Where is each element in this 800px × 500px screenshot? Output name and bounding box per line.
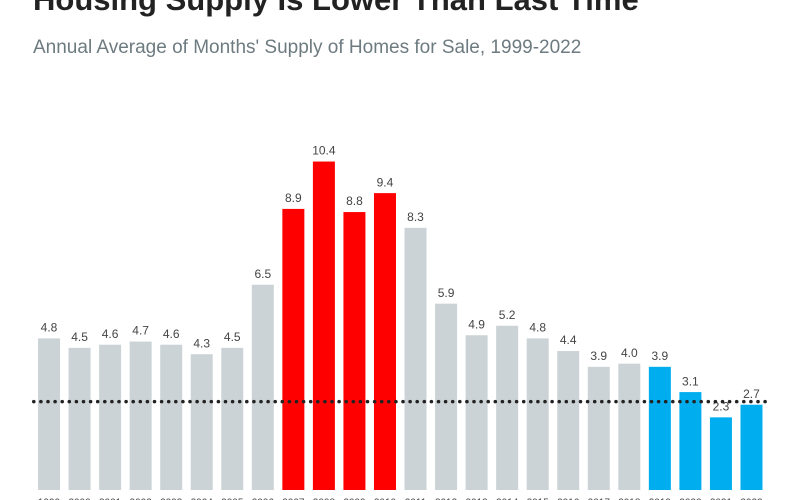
x-tick-label: 2016: [557, 498, 580, 500]
value-label: 3.1: [682, 374, 699, 388]
x-tick-label: 2009: [343, 498, 366, 500]
chart-subtitle: Annual Average of Months' Supply of Home…: [33, 37, 581, 58]
value-label: 8.9: [285, 191, 302, 205]
x-tick-label: 2008: [313, 498, 336, 500]
value-label: 4.0: [621, 346, 638, 360]
bar: [221, 347, 244, 490]
bar: [740, 404, 763, 490]
x-tick-label: 2001: [99, 498, 122, 500]
value-label: 5.2: [499, 308, 516, 322]
x-tick-label: 2022: [740, 498, 763, 500]
x-tick-label: 2014: [496, 498, 519, 500]
x-tick-label: 2020: [679, 498, 702, 500]
value-label: 3.9: [590, 349, 607, 363]
bar: [587, 366, 610, 490]
x-tick-label: 2017: [588, 498, 611, 500]
x-tick-label: 2018: [618, 498, 641, 500]
bar: [343, 212, 366, 491]
value-label: 4.5: [224, 330, 241, 344]
value-label: 4.4: [560, 333, 577, 347]
x-tick-label: 2010: [374, 498, 397, 500]
bar: [526, 338, 549, 490]
bar: [679, 392, 702, 490]
x-tick-label: 2005: [221, 498, 244, 500]
value-label: 9.4: [377, 175, 394, 189]
bar: [129, 341, 152, 490]
bar: [68, 347, 91, 490]
bar: [435, 303, 458, 490]
bar: [373, 193, 396, 490]
x-tick-label: 1999: [38, 498, 61, 500]
x-tick-label: 2011: [405, 498, 427, 500]
bar: [312, 161, 335, 491]
value-label: 4.5: [71, 330, 88, 344]
bar: [465, 335, 488, 490]
chart-title: Housing Supply Is Lower Than Last Time: [33, 0, 639, 17]
x-tick-label: 2019: [649, 498, 672, 500]
value-label: 2.7: [743, 387, 760, 401]
bar: [557, 351, 580, 490]
x-tick-label: 2002: [130, 498, 153, 500]
bar: [251, 284, 274, 490]
value-label: 4.6: [102, 327, 119, 341]
bar: [38, 338, 61, 490]
bar: [709, 417, 732, 490]
x-tick-label: 2013: [465, 498, 488, 500]
value-label: 4.3: [193, 336, 210, 350]
value-label: 3.9: [652, 349, 669, 363]
value-label: 4.8: [41, 321, 58, 335]
x-tick-label: 2004: [191, 498, 214, 500]
x-tick-label: 2007: [282, 498, 305, 500]
x-tick-label: 2015: [527, 498, 550, 500]
value-label: 4.8: [529, 321, 546, 335]
value-label: 4.6: [163, 327, 180, 341]
value-label: 4.9: [468, 317, 485, 331]
value-label: 8.3: [407, 210, 424, 224]
bar: [496, 325, 519, 490]
x-tick-label: 2000: [68, 498, 91, 500]
bar: [618, 363, 641, 490]
value-label: 4.7: [132, 324, 149, 338]
x-tick-label: 2006: [252, 498, 275, 500]
value-label: 10.4: [312, 144, 336, 158]
bar: [404, 227, 427, 490]
bar: [190, 354, 213, 490]
value-label: 8.8: [346, 194, 363, 208]
bar: [282, 208, 305, 491]
x-tick-label: 2012: [435, 498, 458, 500]
bar: [160, 344, 183, 490]
x-tick-label: 2021: [710, 498, 733, 500]
value-label: 2.3: [713, 400, 730, 414]
bar: [99, 344, 122, 490]
x-tick-label: 2003: [160, 498, 183, 500]
value-label: 5.9: [438, 286, 455, 300]
bar: [648, 366, 671, 490]
value-label: 6.5: [254, 267, 271, 281]
